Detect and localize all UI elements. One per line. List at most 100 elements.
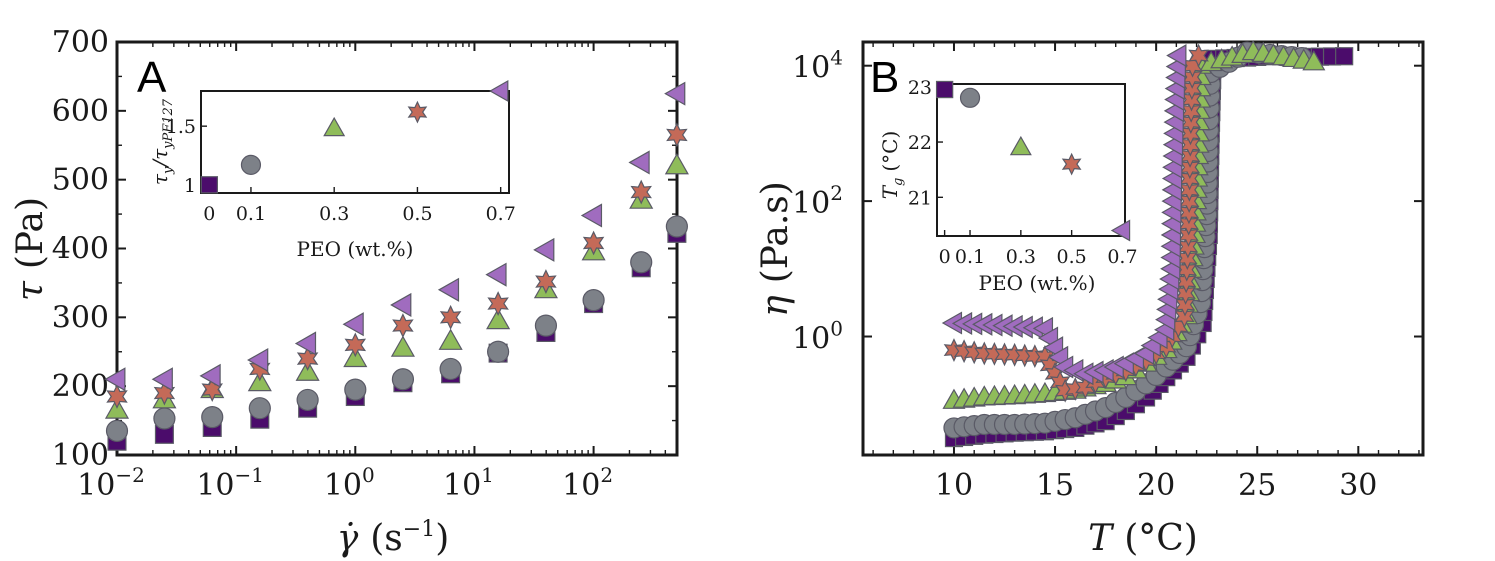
panel-a-data-points bbox=[104, 81, 689, 451]
panel-a-point bbox=[487, 340, 510, 363]
panel-b-inset-tick-labels: 0 0.1 0.3 0.5 0.7 21 22 23 bbox=[908, 77, 1138, 268]
panel-b-series-PEO-07 bbox=[941, 44, 1187, 386]
panel-a-label: A bbox=[137, 53, 167, 102]
panel-a-y-tick-label: 300 bbox=[52, 300, 109, 335]
panel-b-inset-y-tick-label: 22 bbox=[908, 132, 932, 154]
panel-a-point bbox=[664, 153, 689, 175]
panel-b-inset-x-tick-label: 0.5 bbox=[1057, 246, 1087, 268]
panel-b-plot-frame bbox=[861, 40, 1425, 457]
panel-b-y-axis-label: η(Pa.s) bbox=[755, 181, 796, 317]
panel-b-ticks bbox=[863, 42, 1423, 455]
panel-a-point bbox=[104, 367, 126, 392]
panel-b-x-tick-label: 20 bbox=[1137, 468, 1175, 503]
panel-a-y-tick-label: 600 bbox=[52, 94, 109, 129]
panel-b-inset-frame bbox=[936, 83, 1126, 237]
panel-a-point bbox=[664, 81, 686, 106]
panel-a-y-tick-label: 400 bbox=[52, 232, 109, 267]
panel-b-label: B bbox=[870, 53, 899, 102]
panel-b-inset-point bbox=[1061, 152, 1082, 176]
panel-a-inset-y-tick-label: 1.5 bbox=[166, 116, 196, 138]
panel-a-point bbox=[666, 122, 688, 148]
panel-a-point bbox=[534, 314, 558, 337]
panel-a-point bbox=[248, 397, 271, 420]
panel-a-point bbox=[439, 304, 462, 330]
panel-a-inset: 0 0.1 0.3 0.5 0.7 1 1.5 PEO (wt.%) τy/τyPF127 bbox=[148, 79, 516, 261]
panel-b-inset-point bbox=[1009, 135, 1032, 156]
panel-a-point bbox=[105, 419, 129, 443]
panel-a-point bbox=[390, 335, 415, 357]
panel-a-series-PEO-05 bbox=[106, 122, 688, 409]
panel-a-point bbox=[582, 230, 605, 256]
panel-a-point bbox=[247, 347, 269, 373]
panel-b-y-tick-label: 100 bbox=[792, 317, 843, 357]
panel-a-point bbox=[344, 378, 367, 401]
panel-a-point bbox=[665, 215, 688, 238]
panel-a-point bbox=[485, 262, 507, 287]
panel-b-point bbox=[1335, 47, 1354, 66]
panel-a-inset-tick-labels: 0 0.1 0.3 0.5 0.7 1 1.5 bbox=[166, 116, 516, 225]
panel-b-inset-x-tick-label: 0.1 bbox=[955, 246, 985, 268]
panel-b-x-axis-label: T (°C) bbox=[1088, 518, 1198, 559]
panel-a-point bbox=[199, 363, 221, 388]
panel-b-x-tick-label: 30 bbox=[1339, 468, 1377, 503]
panel-b-inset-point bbox=[1110, 219, 1131, 242]
panel-a-inset-frame bbox=[200, 90, 510, 194]
panel-a-inset-data-points bbox=[200, 79, 509, 194]
panel-a-inset-point bbox=[240, 154, 262, 175]
panel-a-point bbox=[294, 331, 317, 356]
panel-a-x-tick-label: 101 bbox=[443, 463, 494, 503]
panel-a-point bbox=[201, 406, 224, 429]
panel-a-point bbox=[535, 269, 557, 294]
panel-b-inset-x-axis-label: PEO (wt.%) bbox=[979, 271, 1096, 295]
panel-a-point bbox=[391, 368, 415, 391]
panel-a-x-tick-label: 102 bbox=[562, 463, 613, 503]
panel-a-inset-y-tick-label: 1 bbox=[184, 175, 196, 197]
panel-a-point bbox=[296, 388, 319, 412]
panel-a-point bbox=[153, 380, 176, 406]
panel-a-inset-x-tick-label: 0.5 bbox=[402, 203, 432, 225]
panel-a-inset-point bbox=[200, 176, 218, 194]
panel-a-point bbox=[106, 384, 128, 409]
panel-a-x-axis-label: γ̇ (s−1) bbox=[337, 517, 450, 559]
panel-a-inset-point bbox=[407, 100, 428, 124]
panel-a-y-tick-label: 200 bbox=[52, 369, 109, 404]
panel-b-inset-x-tick-label: 0.7 bbox=[1107, 246, 1137, 268]
panel-a-point bbox=[342, 312, 364, 337]
panel-a-inset-x-tick-label: 0.7 bbox=[486, 203, 516, 225]
panel-b-inset-x-tick-label: 0.3 bbox=[1006, 246, 1036, 268]
panel-b-tick-labels: 10 15 20 25 30 100 102 104 bbox=[792, 46, 1377, 503]
panel-a-point bbox=[344, 332, 367, 358]
panel-a-point bbox=[630, 179, 652, 205]
panel-a-point bbox=[630, 251, 653, 274]
panel-b-point bbox=[1302, 50, 1326, 71]
panel-b-inset-y-axis-label: Tg(°C) bbox=[878, 131, 906, 200]
panel-a-y-tick-label: 700 bbox=[52, 25, 109, 60]
panel-a-inset-x-tick-label: 0.1 bbox=[236, 203, 266, 225]
panel-a-point bbox=[151, 367, 173, 392]
panel-a-point bbox=[390, 292, 412, 317]
panel-a-point bbox=[438, 328, 463, 350]
panel-a-series-PEO-07 bbox=[104, 81, 686, 392]
panel-b-x-tick-label: 15 bbox=[1036, 468, 1074, 503]
panel-a-inset-x-tick-label: 0 bbox=[203, 203, 215, 225]
panel-b-y-tick-label: 102 bbox=[792, 181, 843, 221]
panel-a-inset-y-axis-label: τy/τyPF127 bbox=[148, 98, 176, 185]
panel-a-series-PEO-03 bbox=[104, 153, 689, 419]
panel-a-point bbox=[533, 237, 555, 262]
panel-a-tick-labels: 10−2 10−1 100 101 102 100 200 300 400 500 600 700 bbox=[52, 25, 613, 503]
panel-b-inset-point bbox=[935, 80, 954, 99]
panel-b-inset: 0 0.1 0.3 0.5 0.7 21 22 23 PEO (wt.%) Tg(°C) bbox=[878, 77, 1138, 295]
panel-b-x-tick-label: 10 bbox=[935, 468, 973, 503]
panel-a-inset-x-tick-label: 0.3 bbox=[319, 203, 349, 225]
panel-b-inset-y-tick-label: 23 bbox=[908, 77, 932, 99]
panel-b-inset-x-tick-label: 0 bbox=[939, 246, 951, 268]
panel-a-point bbox=[582, 289, 605, 312]
panel-a-y-tick-label: 100 bbox=[52, 438, 109, 473]
panel-b: 10 15 20 25 30 100 102 104 0 0.1 0.3 0.5 0.7 21 22 23 … bbox=[755, 39, 1425, 559]
panel-a-y-axis-label: τ(Pa) bbox=[10, 197, 51, 301]
panel-a-series-PEO-01 bbox=[105, 215, 688, 443]
panel-a-inset-point bbox=[489, 79, 509, 103]
panel-a-point bbox=[249, 356, 271, 382]
panel-a-point bbox=[437, 277, 460, 302]
